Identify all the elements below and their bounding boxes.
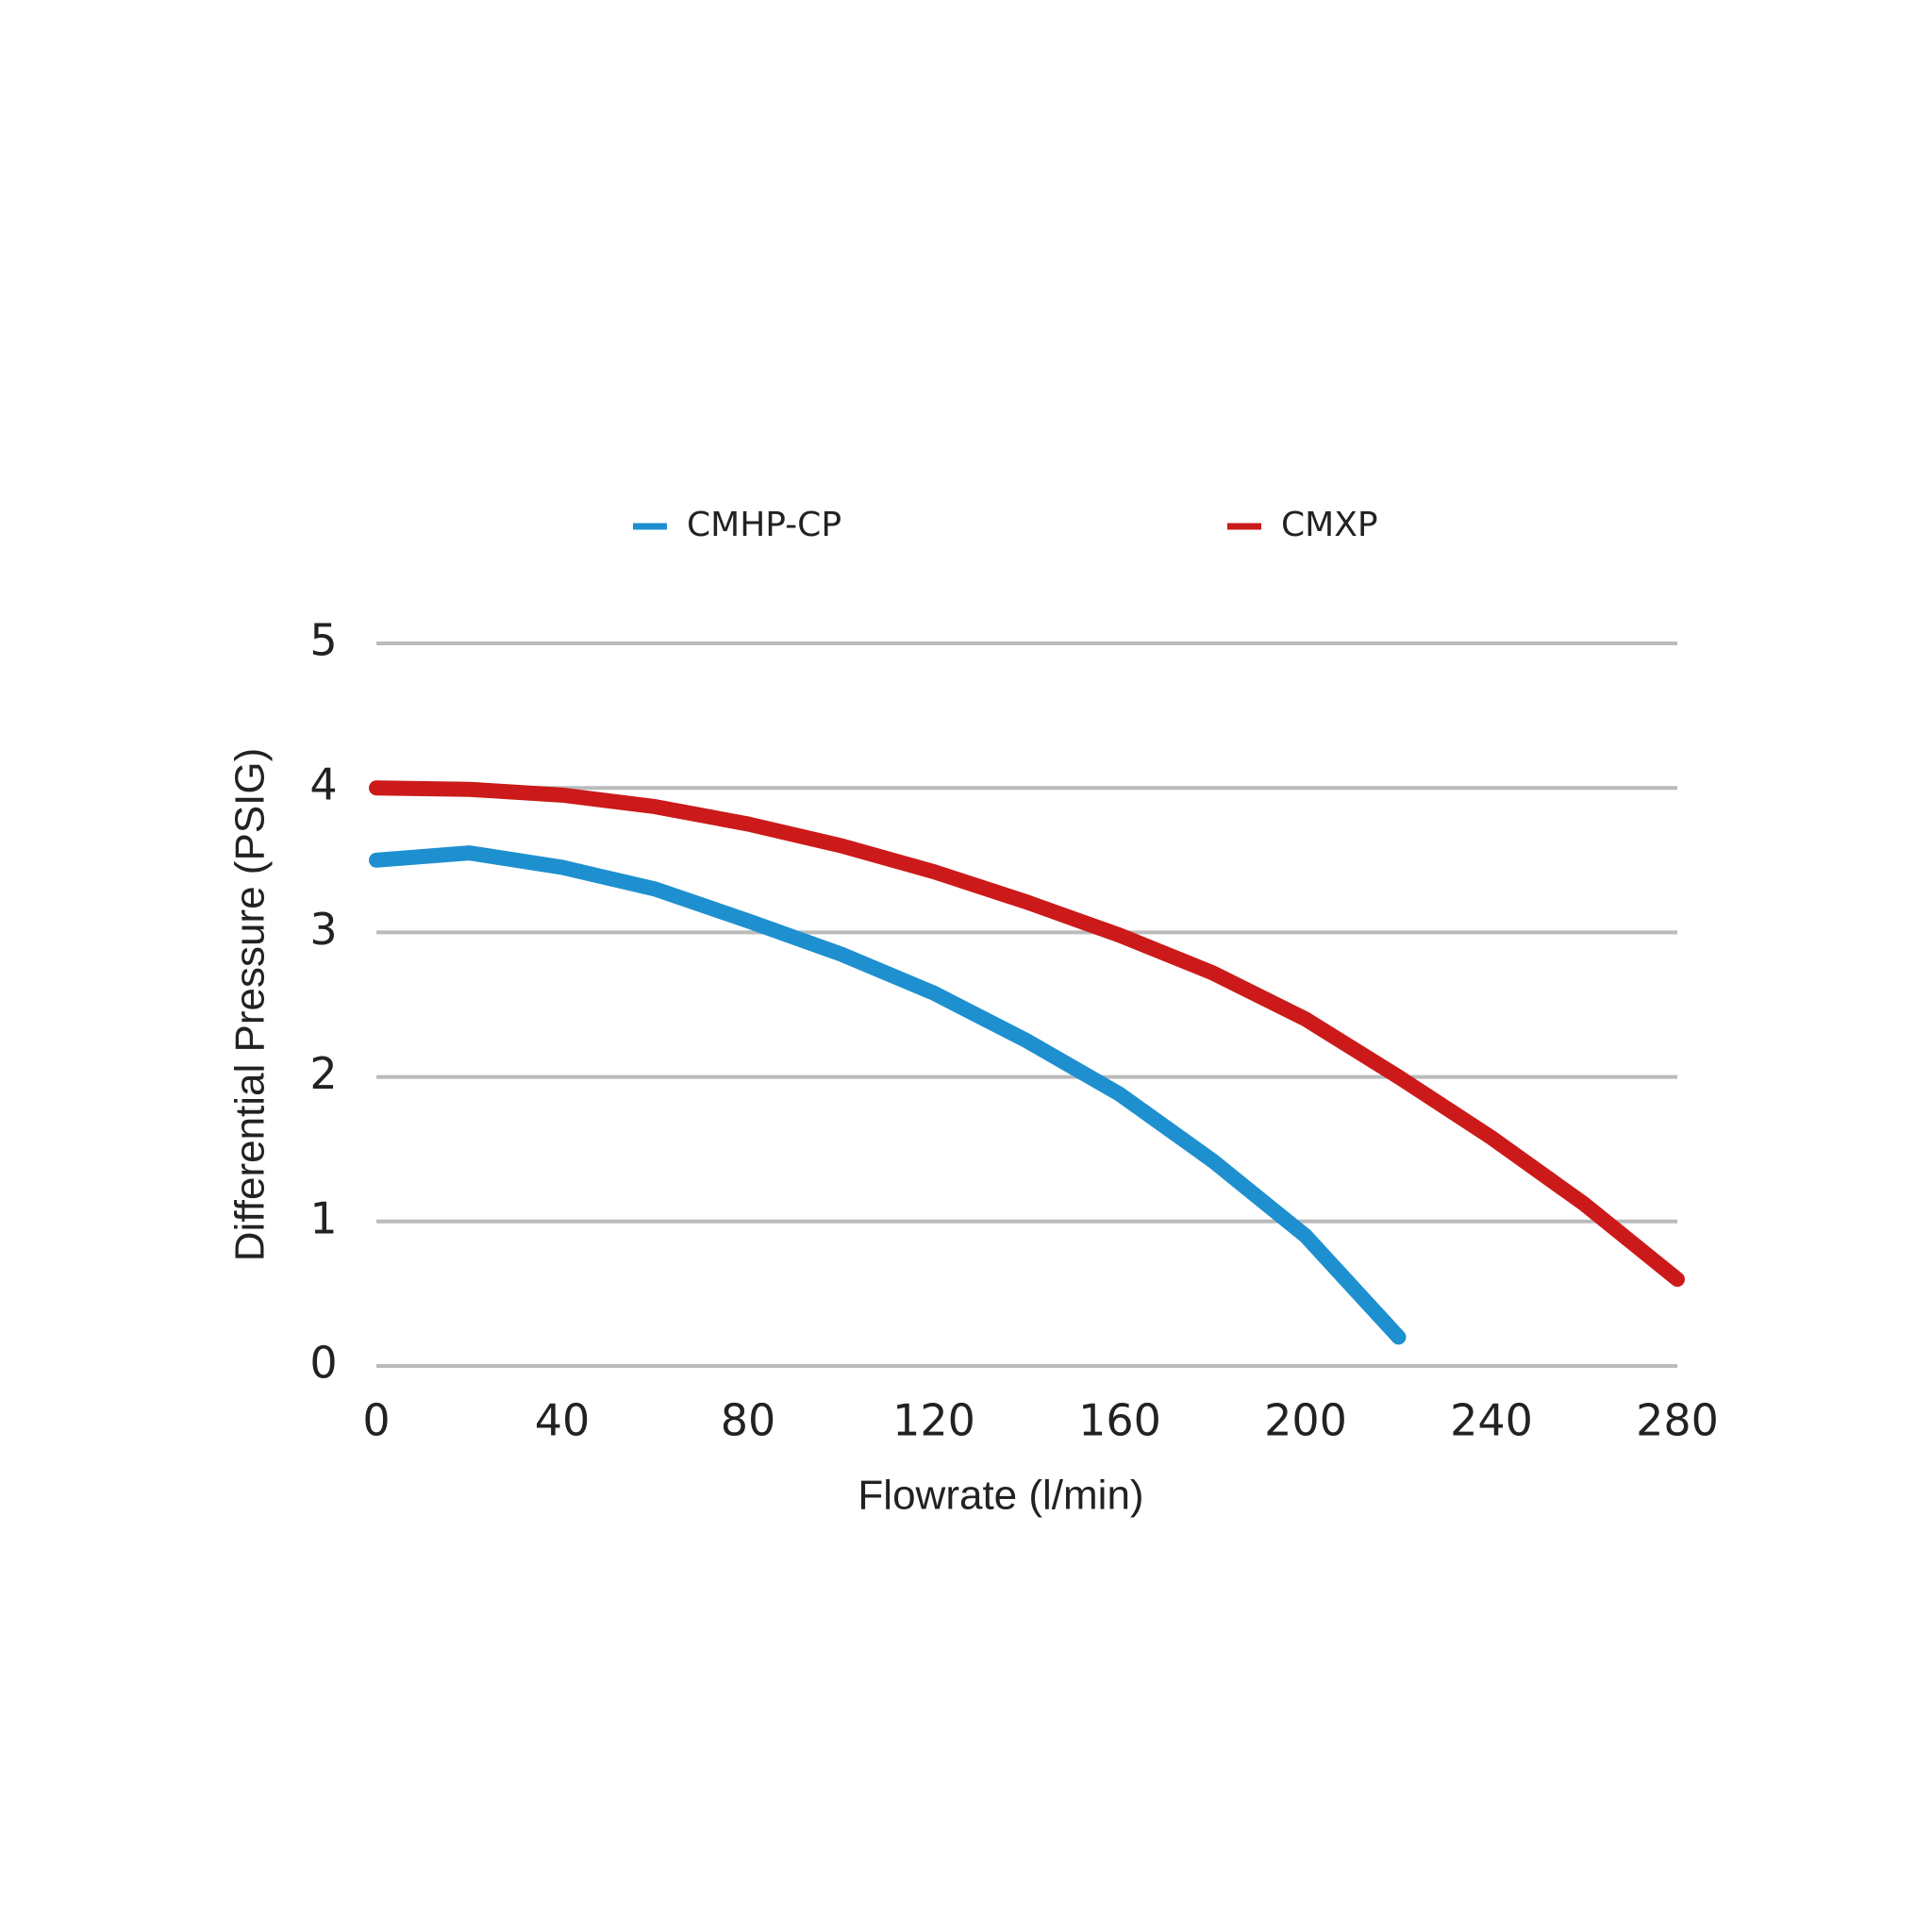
x-tick-label: 40: [535, 1395, 591, 1446]
x-axis-title: Flowrate (l/min): [858, 1473, 1143, 1519]
y-tick-label: 4: [309, 759, 337, 810]
data-line: [369, 845, 1407, 1345]
y-tick-label: 0: [309, 1338, 337, 1389]
x-tick-label: 80: [721, 1395, 776, 1446]
legend-label: CMHP-CP: [687, 506, 841, 544]
y-tick-label: 1: [309, 1192, 337, 1243]
x-tick-label: 160: [1078, 1395, 1161, 1446]
x-tick-label: 200: [1264, 1395, 1347, 1446]
y-tick-label: 2: [309, 1048, 337, 1099]
x-tick-label: 240: [1450, 1395, 1533, 1446]
x-tick-label: 120: [892, 1395, 975, 1446]
y-tick-label: 5: [309, 615, 337, 666]
x-tick-label: 280: [1636, 1395, 1719, 1446]
x-tick-label: 0: [362, 1395, 390, 1446]
legend-label: CMXP: [1281, 506, 1378, 544]
y-axis-title: Differential Pressure (PSIG): [227, 748, 274, 1261]
y-tick-label: 3: [309, 904, 337, 955]
data-line: [369, 780, 1685, 1288]
